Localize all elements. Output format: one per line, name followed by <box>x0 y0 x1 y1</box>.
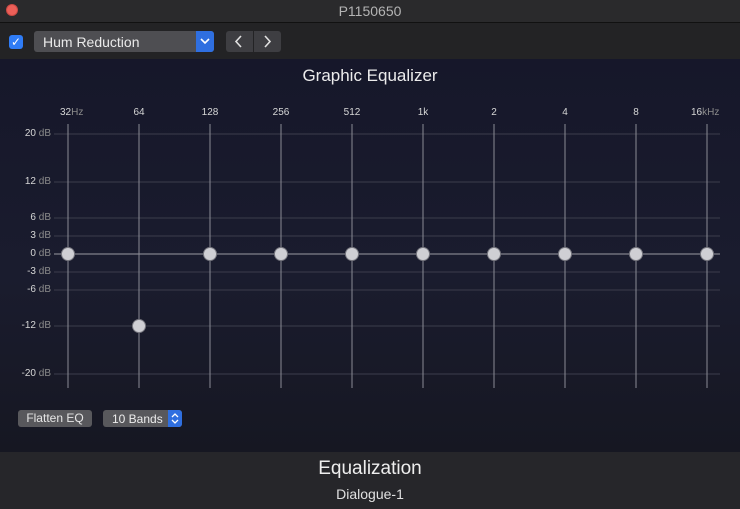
window-title: P1150650 <box>338 3 402 19</box>
preset-label: Hum Reduction <box>43 34 140 50</box>
band-knob-3[interactable] <box>274 247 288 261</box>
frequency-label-0: 32Hz <box>60 107 84 118</box>
band-knob-2[interactable] <box>203 247 217 261</box>
flatten-eq-button[interactable]: Flatten EQ <box>18 410 92 427</box>
equalizer-panel <box>0 59 740 452</box>
chevron-down-icon <box>196 31 214 52</box>
band-knob-8[interactable] <box>629 247 643 261</box>
frequency-label-2: 128 <box>201 107 219 118</box>
clip-name: Dialogue-1 <box>336 486 404 502</box>
db-label-3: 3 dB <box>30 230 51 241</box>
band-knob-6[interactable] <box>487 247 501 261</box>
db-label-8: -20 dB <box>21 368 51 379</box>
band-knob-9[interactable] <box>700 247 714 261</box>
frequency-label-4: 512 <box>343 107 361 118</box>
effect-name: Equalization <box>318 458 422 479</box>
db-label-2: 6 dB <box>30 212 51 223</box>
bands-popup[interactable]: 10 Bands <box>103 410 182 427</box>
band-knob-7[interactable] <box>558 247 572 261</box>
db-label-1: 12 dB <box>24 176 51 187</box>
db-label-0: 20 dB <box>24 128 51 139</box>
db-label-6: -6 dB <box>27 284 51 295</box>
frequency-label-6: 2 <box>491 107 497 118</box>
bands-label: 10 Bands <box>112 412 163 426</box>
previous-preset-button[interactable] <box>226 31 254 52</box>
frequency-label-9: 16kHz <box>691 107 720 118</box>
frequency-label-1: 64 <box>133 107 145 118</box>
db-label-5: -3 dB <box>27 266 51 277</box>
frequency-label-8: 8 <box>633 107 639 118</box>
chevron-left-icon <box>234 35 242 48</box>
band-knob-4[interactable] <box>345 247 359 261</box>
frequency-label-5: 1k <box>417 107 429 118</box>
db-label-4: 0 dB <box>30 248 51 259</box>
effect-toolbar: ✓ Hum Reduction <box>0 23 740 59</box>
next-preset-button[interactable] <box>254 31 281 52</box>
up-down-arrows-icon <box>168 410 182 427</box>
band-knob-0[interactable] <box>61 247 75 261</box>
band-knob-5[interactable] <box>416 247 430 261</box>
footer <box>0 452 740 509</box>
title-bar: P1150650 <box>0 0 740 23</box>
chevron-right-icon <box>264 35 272 48</box>
db-label-7: -12 dB <box>21 320 51 331</box>
frequency-label-3: 256 <box>272 107 290 118</box>
preset-popup[interactable]: Hum Reduction <box>34 31 214 52</box>
close-window-button[interactable] <box>6 4 18 16</box>
equalizer-title: Graphic Equalizer <box>302 66 438 85</box>
band-knob-1[interactable] <box>132 319 146 333</box>
effect-enabled-checkbox[interactable]: ✓ <box>9 35 23 49</box>
frequency-label-7: 4 <box>562 107 568 118</box>
